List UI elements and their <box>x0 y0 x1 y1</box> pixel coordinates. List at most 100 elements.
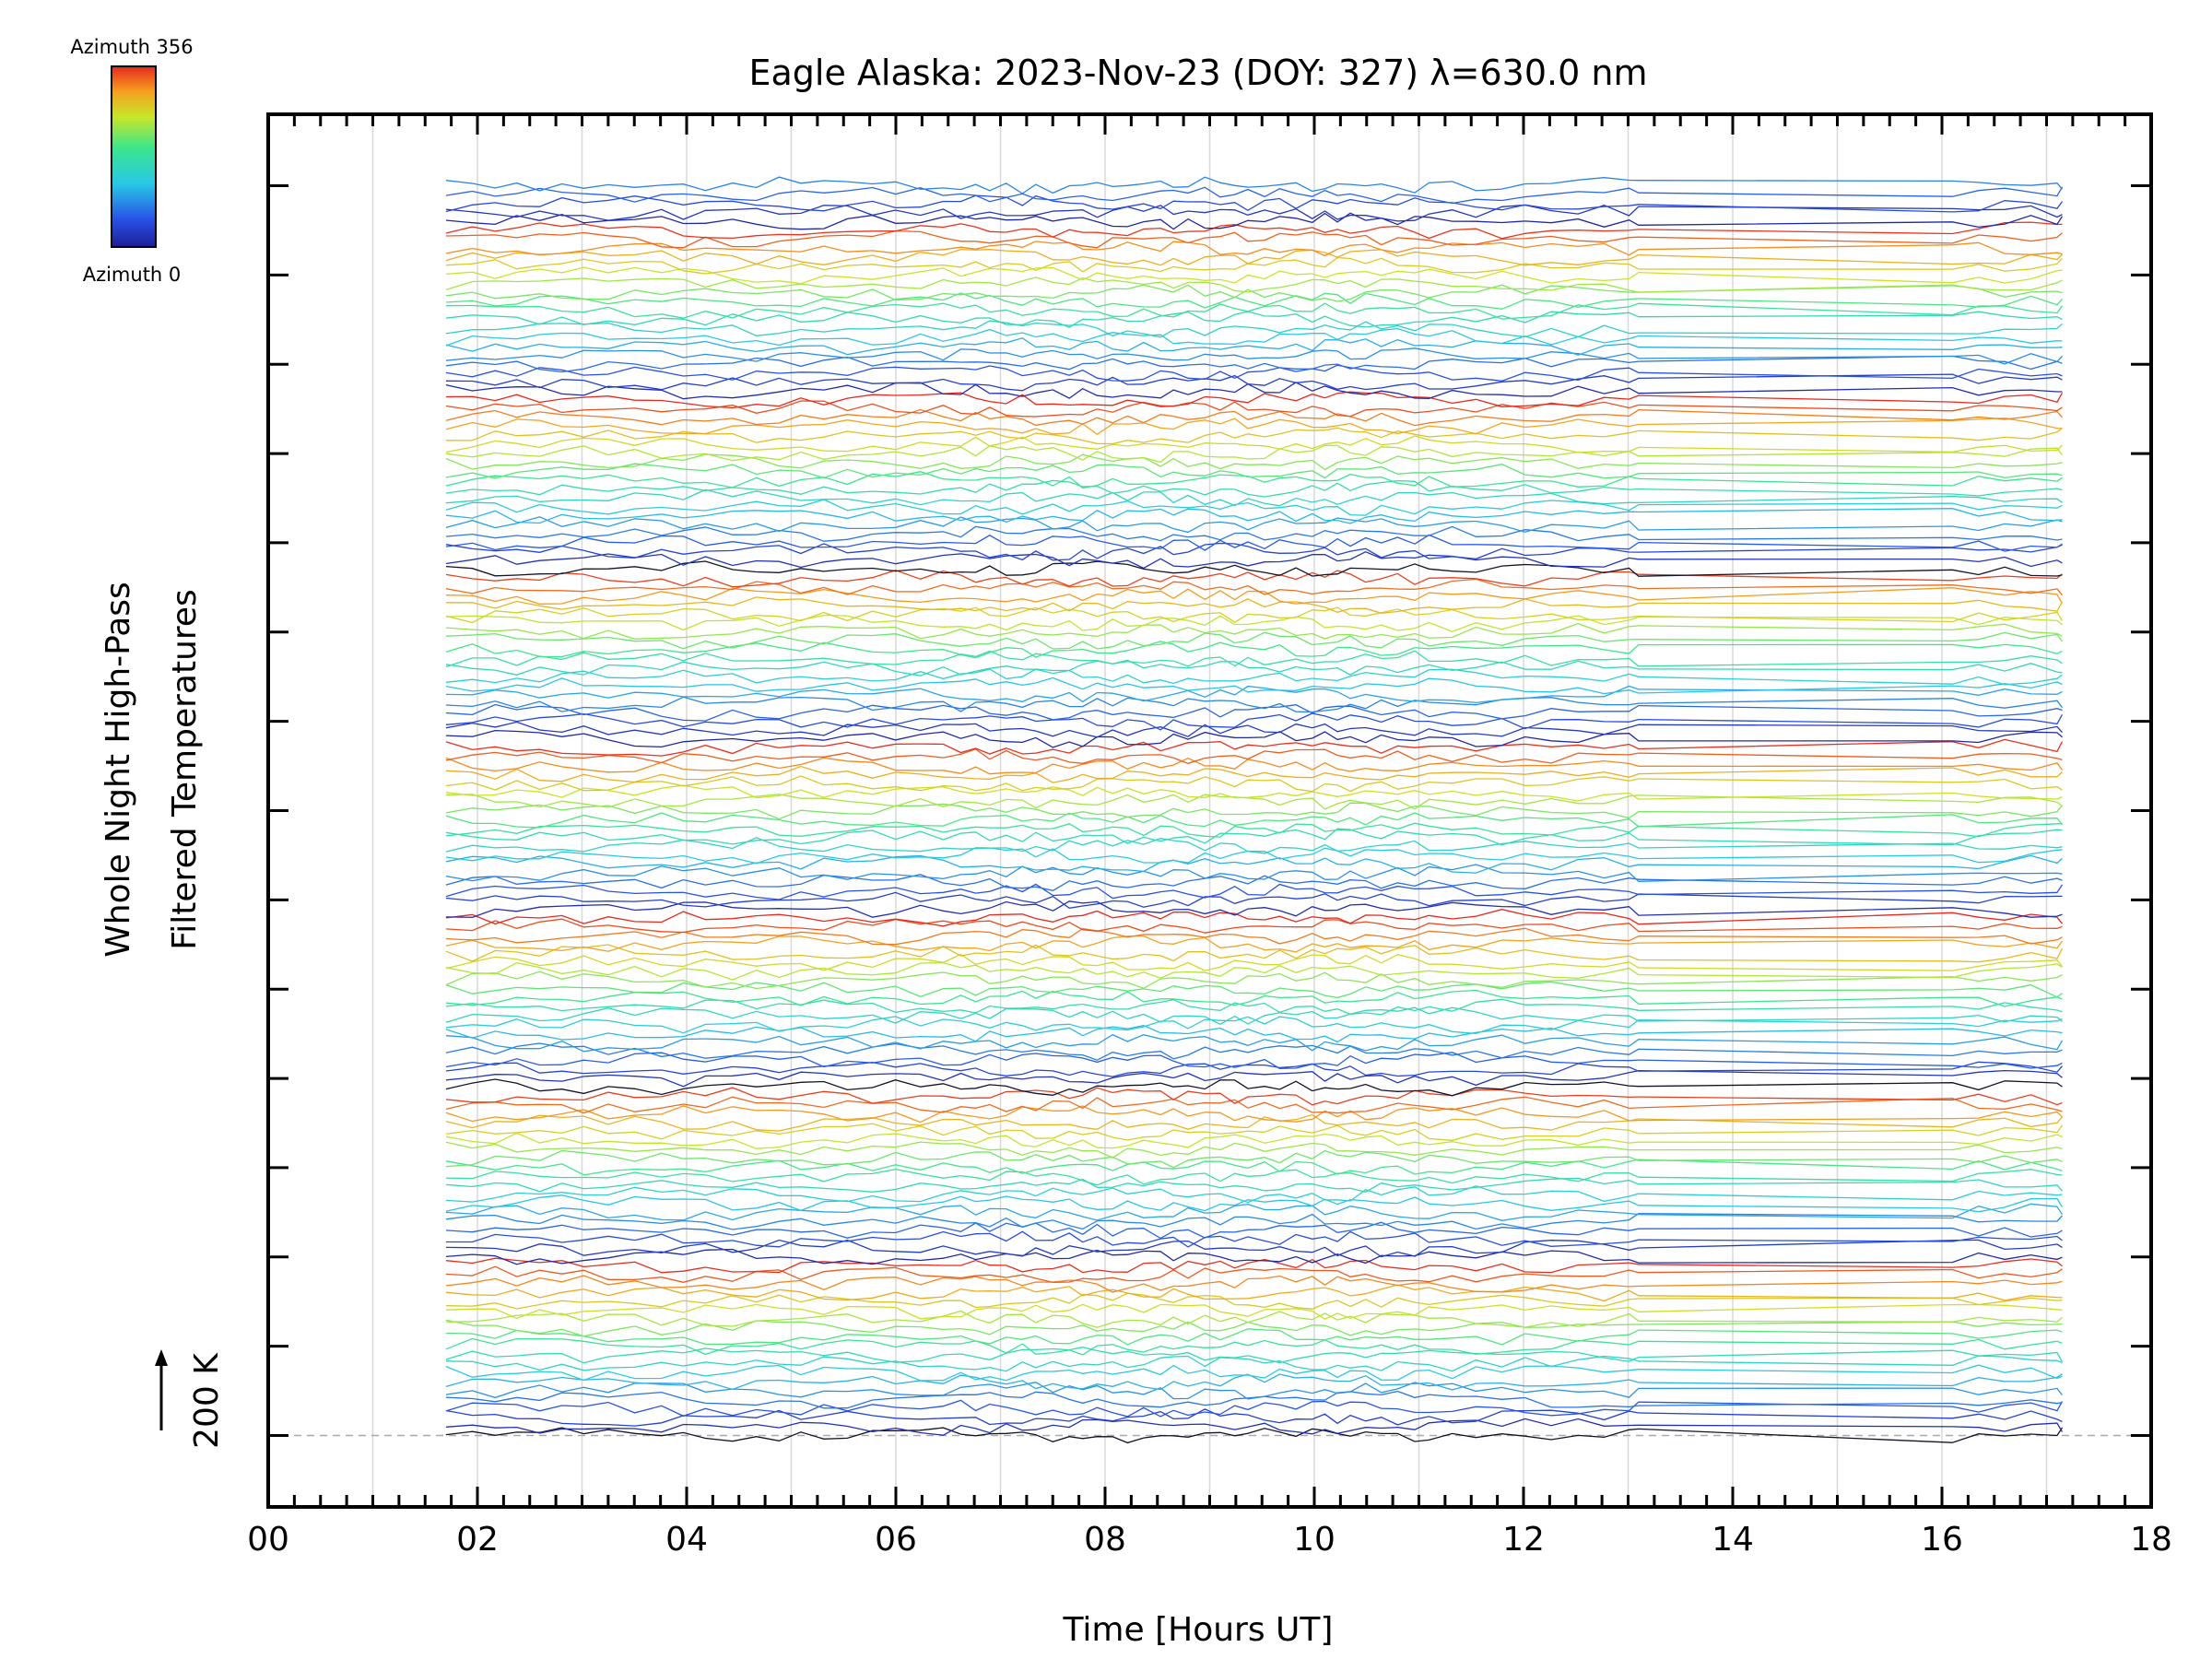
temperature-trace <box>445 186 2064 205</box>
temperature-trace <box>445 248 2063 266</box>
temperature-trace <box>445 479 2063 498</box>
temperature-trace <box>445 266 2063 285</box>
temperature-trace <box>445 854 2063 874</box>
colorbar-gradient <box>111 65 157 248</box>
temperature-trace <box>445 1221 2063 1240</box>
temperature-trace <box>445 453 2063 471</box>
temperature-trace <box>445 212 2064 230</box>
temperature-trace <box>445 1337 2063 1356</box>
temperature-trace <box>445 471 2063 489</box>
temperature-trace <box>445 204 2063 222</box>
temperature-trace <box>445 1078 2063 1097</box>
temperature-trace <box>445 614 2063 632</box>
chart-title: Eagle Alaska: 2023-Nov-23 (DOY: 327) λ=6… <box>749 53 1648 93</box>
x-tick-label: 10 <box>1293 1521 1335 1559</box>
y-axis-label-line-2: Filtered Temperatures <box>166 589 204 950</box>
temperature-trace <box>445 1347 2064 1364</box>
temperature-trace <box>445 1096 2063 1114</box>
temperature-trace <box>445 775 2063 793</box>
temperature-trace <box>445 641 2063 659</box>
temperature-trace <box>445 1213 2063 1230</box>
temperature-trace <box>445 355 2063 373</box>
temperature-trace <box>445 883 2064 900</box>
temperature-trace <box>445 668 2063 686</box>
temperature-trace <box>445 748 2063 764</box>
temperature-trace <box>445 382 2063 400</box>
temperature-trace <box>445 1257 2063 1274</box>
temperature-trace <box>445 525 2063 542</box>
temperature-trace <box>445 1355 2063 1372</box>
temperature-trace <box>445 1168 2063 1186</box>
temperature-trace <box>445 971 2063 990</box>
temperature-trace <box>445 650 2063 668</box>
temperature-trace <box>445 587 2064 605</box>
temperature-trace <box>445 900 2063 918</box>
temperature-trace <box>445 373 2063 392</box>
temperature-trace <box>445 696 2064 713</box>
temperature-trace <box>445 1177 2063 1193</box>
temperature-trace <box>445 1408 2063 1427</box>
x-tick-label: 02 <box>456 1521 499 1559</box>
x-axis-label: Time [Hours UT] <box>1063 1611 1334 1649</box>
temperature-trace <box>445 578 2064 596</box>
temperature-trace <box>445 864 2063 882</box>
temperature-trace <box>445 1123 2064 1141</box>
temperature-trace <box>445 989 2063 1007</box>
temperature-trace <box>445 784 2063 802</box>
temperature-trace <box>445 327 2063 347</box>
temperature-trace <box>445 1310 2063 1328</box>
temperature-trace <box>445 631 2064 650</box>
temperature-trace <box>445 721 2063 738</box>
temperature-trace <box>445 241 2063 257</box>
temperature-trace <box>445 812 2064 829</box>
temperature-trace <box>445 606 2064 624</box>
temperature-trace <box>445 1328 2063 1346</box>
temperature-trace <box>445 1061 2063 1077</box>
temperature-trace <box>445 408 2063 427</box>
temperature-traces <box>445 176 2064 1444</box>
temperature-trace <box>445 1382 2064 1400</box>
temperature-trace <box>445 1194 2064 1213</box>
temperature-trace <box>445 822 2063 838</box>
temperature-trace <box>445 1275 2063 1293</box>
temperature-trace <box>445 1141 2063 1159</box>
x-tick-label: 16 <box>1921 1521 1963 1559</box>
x-tick-label: 08 <box>1084 1521 1126 1559</box>
temperature-trace <box>445 284 2063 302</box>
x-tick-label: 00 <box>247 1521 289 1559</box>
temperature-trace <box>445 909 2064 927</box>
temperature-trace <box>445 677 2063 695</box>
temperature-trace <box>445 1203 2064 1221</box>
temperature-trace <box>445 229 2063 249</box>
temperature-trace <box>445 311 2063 328</box>
temperature-trace <box>445 1069 2063 1088</box>
temperature-trace <box>445 874 2063 891</box>
temperature-trace <box>445 276 2063 293</box>
axes: 00 02 04 06 08 10 12 14 16 18 <box>247 112 2172 1559</box>
temperature-trace <box>445 1132 2063 1149</box>
temperature-trace <box>445 337 2063 356</box>
temperature-trace <box>445 927 2063 946</box>
temperature-trace <box>445 570 2063 588</box>
x-tick-label: 04 <box>665 1521 708 1559</box>
temperature-trace <box>445 1265 2063 1284</box>
temperature-trace <box>445 1025 2063 1043</box>
temperature-trace <box>445 981 2063 999</box>
temperature-trace <box>445 542 2063 561</box>
temperature-trace <box>445 292 2063 310</box>
temperature-trace <box>445 1399 2064 1418</box>
temperature-trace <box>445 194 2064 213</box>
temperature-trace <box>445 918 2063 934</box>
temperature-trace <box>445 703 2063 722</box>
temperature-trace <box>445 1319 2063 1337</box>
temperature-trace <box>445 508 2063 524</box>
temperature-trace <box>445 1427 2064 1444</box>
temperature-trace <box>445 1033 2064 1053</box>
temperature-trace <box>445 935 2064 953</box>
temperature-trace <box>445 738 2064 757</box>
colorbar-top-label: Azimuth 356 <box>70 36 193 58</box>
temperature-trace <box>445 1113 2063 1132</box>
temperature-trace <box>445 998 2063 1016</box>
temperature-trace <box>445 435 2063 453</box>
